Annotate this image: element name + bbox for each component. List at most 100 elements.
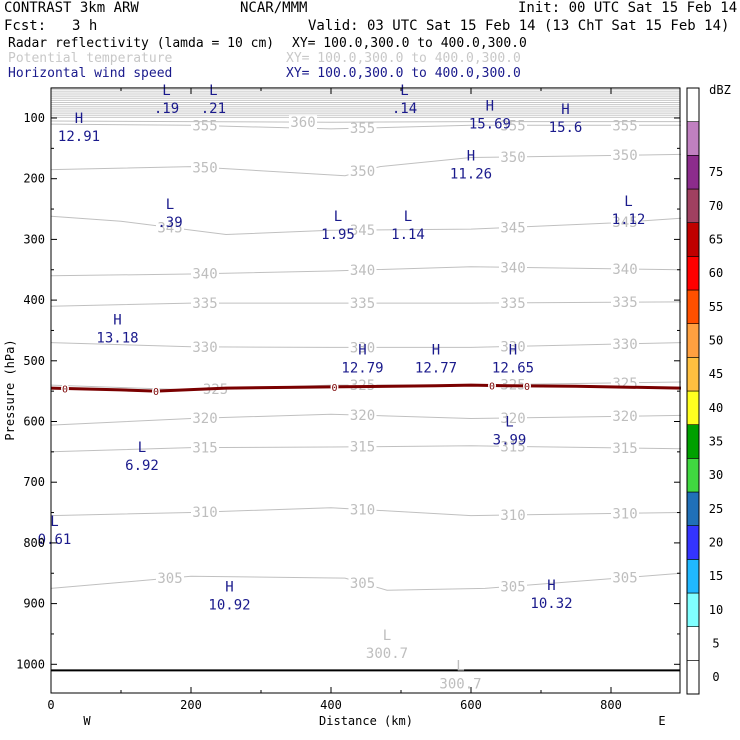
zero-dbz-label: 0 bbox=[62, 384, 68, 395]
theta-label-310: 310 bbox=[612, 506, 637, 522]
wind-extremum-type: L bbox=[138, 440, 146, 456]
colorbar-swatch bbox=[686, 390, 700, 425]
colorbar-swatch bbox=[686, 357, 700, 392]
zero-label-bg bbox=[488, 380, 496, 391]
model-title: CONTRAST 3km ARW bbox=[4, 0, 139, 16]
init-time: Init: 00 UTC Sat 15 Feb 14 bbox=[518, 0, 738, 16]
colorbar-swatch bbox=[686, 491, 700, 526]
colorbar-swatch bbox=[686, 424, 700, 459]
zero-dbz-label: 0 bbox=[331, 383, 337, 394]
theta-label-bg bbox=[611, 148, 639, 163]
field-xy-wind: XY= 100.0,300.0 to 400.0,300.0 bbox=[286, 66, 521, 81]
wind-extremum-type: L bbox=[334, 209, 342, 225]
theta-label-355: 355 bbox=[192, 119, 217, 135]
x-axis-label: Distance (km) bbox=[319, 714, 413, 728]
theta-label-340: 340 bbox=[350, 263, 375, 279]
colorbar-swatch bbox=[686, 592, 700, 627]
theta-label-315: 315 bbox=[192, 441, 217, 457]
theta-label-bg bbox=[611, 295, 639, 310]
theta-extremum-type: L bbox=[383, 628, 391, 644]
theta-line-335 bbox=[50, 301, 682, 307]
theta-label-335: 335 bbox=[500, 296, 525, 312]
theta-label-335: 335 bbox=[350, 296, 375, 312]
colorbar-label: 30 bbox=[709, 468, 723, 482]
theta-label-305: 305 bbox=[500, 579, 525, 595]
zero-label-bg bbox=[330, 381, 339, 392]
theta-label-bg bbox=[191, 296, 219, 311]
wind-extremum-type: L bbox=[505, 414, 513, 430]
wind-extremum-value: 13.18 bbox=[96, 330, 138, 346]
colorbar-label: 0 bbox=[712, 670, 719, 684]
extrema-labels: H 12.91 L .19 L .21 L .14 H 15.69 H 15.6 H 11.26 L .39 L… bbox=[38, 83, 646, 692]
theta-label-315: 315 bbox=[350, 440, 375, 456]
wind-extremum-type: H bbox=[486, 99, 494, 115]
theta-label-320: 320 bbox=[192, 411, 217, 427]
colorbar-label: 60 bbox=[709, 266, 723, 280]
theta-extremum-value: 300.7 bbox=[366, 646, 408, 662]
zero-label-bg bbox=[61, 383, 69, 394]
wind-extremum-type: H bbox=[358, 343, 366, 359]
theta-label-bg bbox=[611, 215, 639, 230]
theta-label-305: 305 bbox=[612, 571, 637, 587]
wind-extremum-value: 1.12 bbox=[612, 212, 646, 228]
colorbar-swatch bbox=[686, 87, 700, 122]
theta-label-305: 305 bbox=[157, 571, 182, 587]
theta-label-345: 345 bbox=[500, 220, 525, 236]
theta-label-330: 330 bbox=[612, 337, 637, 353]
theta-label-bg bbox=[191, 505, 219, 520]
colorbar-label: 15 bbox=[709, 569, 723, 583]
wind-extremum-value: 3.99 bbox=[493, 432, 527, 448]
theta-label-bg bbox=[156, 571, 184, 586]
theta-label-bg bbox=[499, 339, 527, 354]
wind-extremum-type: L bbox=[209, 83, 217, 99]
theta-line-360 bbox=[50, 120, 681, 123]
theta-label-bg bbox=[611, 409, 639, 424]
colorbar-label: 70 bbox=[709, 199, 723, 213]
y-tick-label: 800 bbox=[23, 536, 45, 550]
wind-extremum-value: 10.92 bbox=[208, 597, 250, 613]
wind-extremum-value: 12.79 bbox=[341, 361, 383, 377]
colorbar-swatch bbox=[686, 626, 700, 661]
wind-extremum-value: .39 bbox=[157, 215, 182, 231]
wind-extremum-type: L bbox=[400, 83, 408, 99]
y-tick-label: 300 bbox=[23, 232, 45, 246]
x-tick-label: 800 bbox=[600, 698, 622, 712]
x-tick-label: 600 bbox=[460, 698, 482, 712]
wind-extremum-type: H bbox=[113, 312, 121, 328]
wind-extremum-type: L bbox=[166, 197, 174, 213]
theta-label-310: 310 bbox=[350, 502, 375, 518]
theta-label-360: 360 bbox=[290, 115, 315, 131]
theta-label-335: 335 bbox=[612, 295, 637, 311]
field-label-wind: Horizontal wind speed bbox=[8, 66, 173, 81]
theta-label-340: 340 bbox=[500, 260, 525, 276]
wind-extremum-type: H bbox=[225, 579, 233, 595]
theta-label-bg bbox=[191, 160, 219, 175]
theta-label-bg bbox=[499, 260, 527, 275]
wind-extremum-value: 12.91 bbox=[58, 129, 100, 145]
theta-label-320: 320 bbox=[612, 409, 637, 425]
theta-extremum-value: 300.7 bbox=[439, 676, 481, 692]
wind-extremum-type: H bbox=[75, 111, 83, 127]
theta-line-320 bbox=[50, 413, 682, 426]
theta-label-355: 355 bbox=[350, 121, 375, 137]
wind-extremum-value: 1.14 bbox=[391, 227, 425, 243]
theta-label-bg bbox=[191, 411, 219, 426]
theta-label-325: 325 bbox=[612, 376, 637, 392]
theta-label-bg bbox=[611, 506, 639, 521]
theta-label-bg bbox=[499, 439, 527, 454]
theta-label-bg bbox=[348, 439, 377, 454]
colorbar-swatch bbox=[686, 121, 700, 156]
theta-label-bg bbox=[348, 296, 377, 311]
theta-label-bg bbox=[191, 266, 219, 281]
zero-dbz-label: 0 bbox=[489, 381, 495, 392]
y-tick-label: 600 bbox=[23, 415, 45, 429]
theta-label-325: 325 bbox=[203, 382, 228, 398]
theta-label-310: 310 bbox=[192, 505, 217, 521]
colorbar-swatch bbox=[686, 155, 700, 190]
colorbar-label: 65 bbox=[709, 233, 723, 247]
field-label-theta: Potential temperature bbox=[8, 51, 173, 66]
zero-label-bg bbox=[523, 380, 531, 391]
colorbar-frame bbox=[686, 87, 700, 695]
theta-label-bg bbox=[191, 440, 219, 455]
colorbar-swatch bbox=[686, 323, 700, 358]
